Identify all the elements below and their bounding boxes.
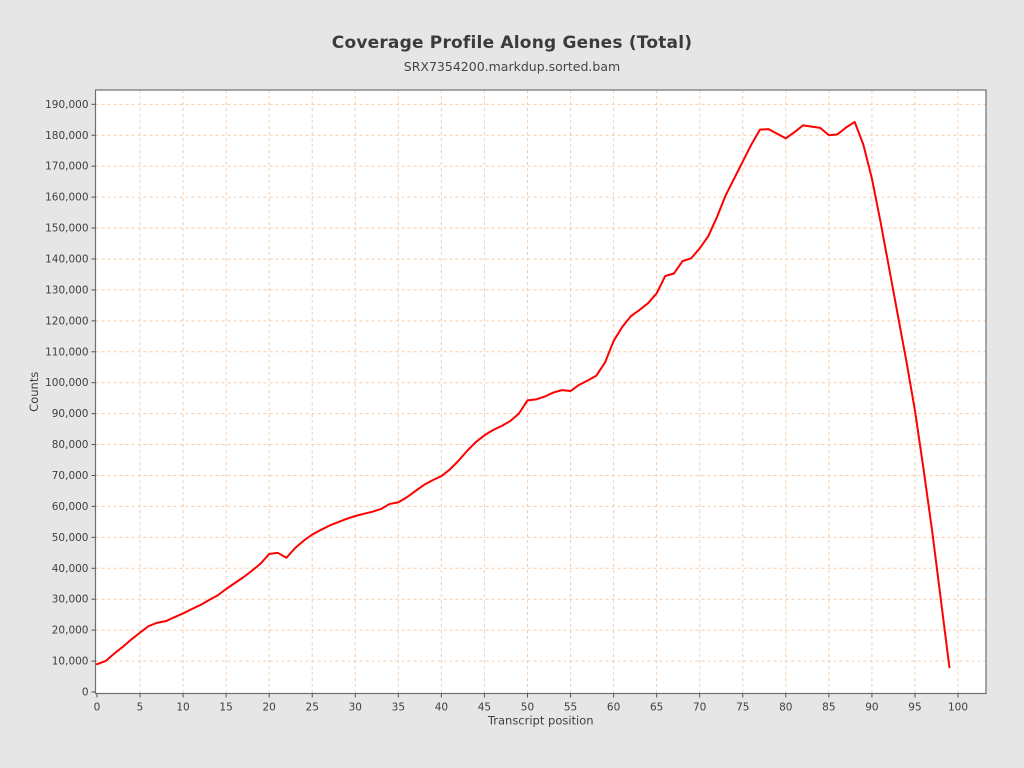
y-tick-label: 40,000 <box>52 563 89 575</box>
y-tick-label: 190,000 <box>45 99 88 111</box>
y-tick-label: 20,000 <box>52 625 89 637</box>
y-tick-label: 70,000 <box>52 470 89 482</box>
x-tick-label: 30 <box>349 702 362 714</box>
x-tick-label: 35 <box>392 702 405 714</box>
x-tick-label: 90 <box>865 702 878 714</box>
x-tick-label: 65 <box>650 702 663 714</box>
chart-title: Coverage Profile Along Genes (Total) <box>331 33 693 53</box>
y-tick-label: 0 <box>82 686 89 698</box>
y-tick-label: 130,000 <box>45 284 88 296</box>
x-tick-label: 40 <box>435 702 448 714</box>
y-tick-label: 30,000 <box>52 594 89 606</box>
y-tick-label: 50,000 <box>52 532 89 544</box>
y-tick-label: 160,000 <box>45 192 88 204</box>
plot-border <box>94 89 987 695</box>
x-tick-label: 15 <box>219 702 232 714</box>
x-tick-label: 0 <box>94 702 101 714</box>
y-tick-label: 110,000 <box>45 346 88 358</box>
coverage-series-line <box>95 120 951 669</box>
x-tick-label: 85 <box>822 702 835 714</box>
y-tick-label: 140,000 <box>45 253 88 265</box>
x-axis-label: Transcript position <box>487 714 594 728</box>
x-tick-label: 80 <box>779 702 792 714</box>
y-tick-label: 80,000 <box>52 439 89 451</box>
y-tick-label: 120,000 <box>45 315 88 327</box>
x-tick-label: 70 <box>693 702 706 714</box>
x-tick-label: 55 <box>564 702 577 714</box>
x-tick-label: 60 <box>607 702 620 714</box>
y-tick-label: 150,000 <box>45 223 88 235</box>
x-tick-label: 45 <box>478 702 491 714</box>
x-tick-label: 5 <box>137 702 144 714</box>
x-tick-label: 25 <box>306 702 319 714</box>
y-tick-label: 170,000 <box>45 161 88 173</box>
y-tick-label: 180,000 <box>45 130 88 142</box>
y-tick-label: 90,000 <box>52 408 89 420</box>
x-tick-label: 100 <box>948 702 968 714</box>
x-tick-label: 95 <box>908 702 921 714</box>
y-tick-label: 10,000 <box>52 656 89 668</box>
plot-area <box>95 90 986 694</box>
y-tick-label: 100,000 <box>45 377 88 389</box>
y-axis-label: Counts <box>27 372 41 412</box>
x-tick-label: 10 <box>176 702 189 714</box>
x-tick-label: 75 <box>736 702 749 714</box>
chart-subtitle: SRX7354200.markdup.sorted.bam <box>403 59 621 74</box>
x-tick-label: 50 <box>521 702 534 714</box>
y-tick-label: 60,000 <box>52 501 89 513</box>
chart-header: Coverage Profile Along Genes (Total) SRX… <box>0 0 1024 74</box>
x-tick-label: 20 <box>262 702 275 714</box>
